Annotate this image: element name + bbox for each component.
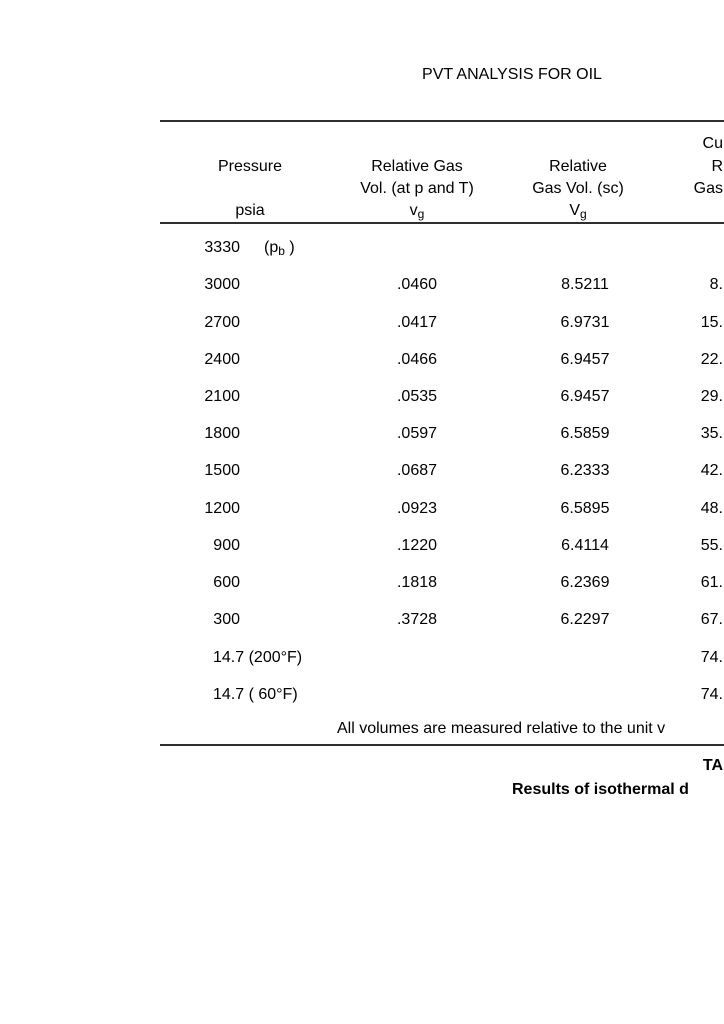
column-header-relative-gas-vol-sc-line2: Gas Vol. (sc) — [532, 180, 624, 197]
bubble-point-note-subscript: b — [278, 244, 285, 258]
cumulative-value-truncated: 8. — [709, 276, 723, 293]
cumulative-value-truncated: 22. — [700, 351, 723, 368]
page-title: PVT ANALYSIS FOR OIL — [422, 66, 602, 83]
pressure-value: 1200 — [204, 500, 240, 517]
pressure-value: 900 — [213, 537, 240, 554]
table-row: 3330 (pb ) — [0, 238, 724, 260]
relative-gas-vol-value: .0687 — [396, 462, 438, 479]
pressure-value: 2100 — [204, 388, 240, 405]
cumulative-value-truncated: 67. — [700, 611, 723, 628]
symbol-vg-subscript: g — [417, 207, 425, 221]
cumulative-value-truncated: 74. — [700, 686, 723, 703]
symbol-Vg-subscript: g — [579, 207, 587, 221]
pressure-value: 3000 — [204, 276, 240, 293]
table-row: 300 .3728 6.2297 67. — [0, 610, 724, 632]
relative-gas-vol-sc-value: 6.9457 — [560, 388, 610, 405]
relative-gas-vol-value: .0417 — [396, 314, 438, 331]
pressure-value: 14.7 (200°F) — [213, 649, 303, 666]
relative-gas-vol-value: .0923 — [396, 500, 438, 517]
relative-gas-vol-sc-value: 6.2297 — [560, 611, 610, 628]
cumulative-value-truncated: 35. — [700, 425, 723, 442]
column-header-pressure: Pressure — [217, 158, 283, 175]
pressure-value: 1500 — [204, 462, 240, 479]
relative-gas-vol-sc-value: 6.9731 — [560, 314, 610, 331]
relative-gas-vol-value: .3728 — [396, 611, 438, 628]
bubble-point-note-post: ) — [284, 239, 295, 256]
pressure-value: 2400 — [204, 351, 240, 368]
pressure-value: 14.7 ( 60°F) — [213, 686, 298, 703]
relative-gas-vol-value: .0460 — [396, 276, 438, 293]
bubble-point-note: (pb ) — [264, 238, 295, 258]
column-header-cumulative-line2: R — [711, 158, 723, 175]
table-row: 2400 .0466 6.9457 22. — [0, 350, 724, 372]
column-header-relative-gas-vol-symbol: vg — [337, 201, 497, 221]
table-row: 14.7 (200°F) 74. — [0, 648, 724, 670]
relative-gas-vol-sc-value: 6.2333 — [560, 462, 610, 479]
pressure-value: 2700 — [204, 314, 240, 331]
relative-gas-vol-value: .1220 — [396, 537, 438, 554]
table-caption-number-truncated: TA — [702, 757, 723, 774]
cumulative-value-truncated: 48. — [700, 500, 723, 517]
table-row: 600 .1818 6.2369 61. — [0, 573, 724, 595]
table-row: 1500 .0687 6.2333 42. — [0, 461, 724, 483]
relative-gas-vol-value: .0535 — [396, 388, 438, 405]
table-row: 900 .1220 6.4114 55. — [0, 536, 724, 558]
relative-gas-vol-sc-value: 8.5211 — [561, 276, 609, 293]
column-header-pressure-unit: psia — [235, 202, 265, 219]
table-bottom-rule — [160, 744, 724, 746]
table-row: 3000 .0460 8.5211 8. — [0, 275, 724, 297]
cumulative-value-truncated: 61. — [700, 574, 723, 591]
column-header-cumulative-line3: Gas — [693, 180, 723, 197]
table-footnote: All volumes are measured relative to the… — [337, 720, 666, 737]
relative-gas-vol-value: .1818 — [396, 574, 438, 591]
table-row: 1800 .0597 6.5859 35. — [0, 424, 724, 446]
pressure-value: 3330 — [204, 239, 240, 256]
table-row: 14.7 ( 60°F) 74. — [0, 685, 724, 707]
relative-gas-vol-sc-value: 6.5859 — [560, 425, 610, 442]
bubble-point-note-pre: (p — [264, 239, 279, 256]
pressure-value: 600 — [213, 574, 240, 591]
pressure-value: 1800 — [204, 425, 240, 442]
table-row: 2700 .0417 6.9731 15. — [0, 313, 724, 335]
column-header-relative-gas-vol-line1: Relative Gas — [371, 158, 463, 175]
column-header-relative-gas-vol-sc-line1: Relative — [549, 158, 607, 175]
table-row: 1200 .0923 6.5895 48. — [0, 499, 724, 521]
relative-gas-vol-sc-value: 6.4114 — [561, 537, 609, 554]
cumulative-value-truncated: 55. — [700, 537, 723, 554]
relative-gas-vol-value: .0597 — [396, 425, 438, 442]
symbol-Vg: V — [569, 202, 580, 219]
pressure-value: 300 — [213, 611, 240, 628]
relative-gas-vol-sc-value: 6.9457 — [560, 351, 610, 368]
table-top-rule — [160, 120, 724, 122]
column-header-cumulative-line1: Cu — [702, 135, 723, 152]
table-header-rule — [160, 222, 724, 224]
relative-gas-vol-value: .0466 — [396, 351, 438, 368]
relative-gas-vol-sc-value: 6.2369 — [560, 574, 610, 591]
symbol-vg: v — [409, 202, 418, 219]
cumulative-value-truncated: 74. — [700, 649, 723, 666]
column-header-relative-gas-vol-line2: Vol. (at p and T) — [360, 180, 474, 197]
column-header-relative-gas-vol-sc-symbol: Vg — [498, 201, 658, 221]
relative-gas-vol-sc-value: 6.5895 — [560, 500, 610, 517]
cumulative-value-truncated: 42. — [700, 462, 723, 479]
cumulative-value-truncated: 29. — [700, 388, 723, 405]
cumulative-value-truncated: 15. — [700, 314, 723, 331]
table-caption-text-truncated: Results of isothermal d — [512, 781, 689, 798]
table-row: 2100 .0535 6.9457 29. — [0, 387, 724, 409]
